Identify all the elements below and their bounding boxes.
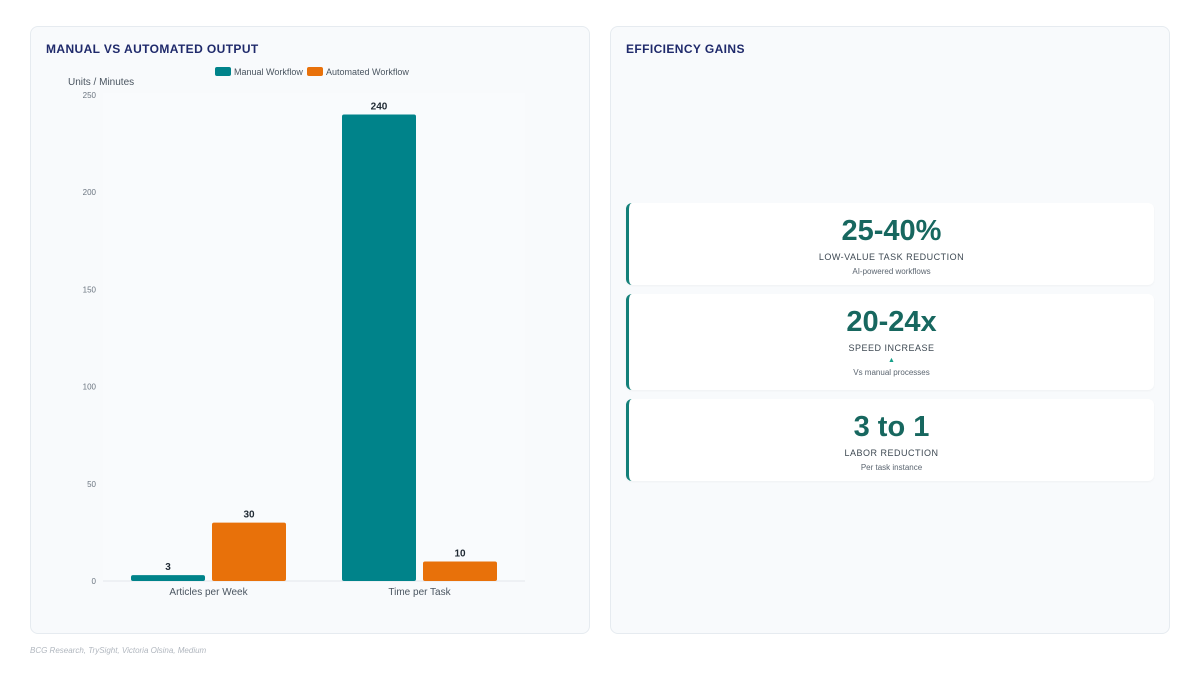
stat-label: LOW-VALUE TASK REDUCTION — [818, 252, 965, 262]
y-tick-label: 250 — [83, 91, 97, 100]
stat-label: SPEED INCREASE — [848, 343, 935, 353]
stat-subtext: AI-powered workflows — [852, 267, 931, 276]
up-arrow-icon: ▲ — [888, 357, 895, 364]
stat-label: LABOR REDUCTION — [844, 448, 939, 458]
stat-value: 25-40% — [841, 215, 942, 247]
legend-label: Manual Workflow — [234, 67, 303, 77]
y-axis-label: Units / Minutes — [68, 77, 134, 88]
y-tick-label: 0 — [92, 577, 97, 586]
chart-panel: MANUAL VS AUTOMATED OUTPUT Units / Minut… — [30, 26, 590, 634]
data-label: 10 — [454, 549, 466, 560]
legend-swatch — [215, 67, 231, 76]
bar-chart: Units / Minutes 0 50 100 150 200 250 Manual Wor… — [68, 67, 525, 598]
legend-label: Automated Workflow — [326, 67, 409, 77]
efficiency-gains-panel: EFFICIENCY GAINS 25-40% LOW-VALUE TASK R… — [610, 26, 1170, 634]
bar — [342, 114, 416, 581]
bar — [131, 575, 205, 581]
stat-value: 20-24x — [846, 306, 937, 338]
y-tick-label: 200 — [83, 188, 97, 197]
stat-card-labor-reduction: 3 to 1 LABOR REDUCTION Per task instance — [626, 399, 1154, 481]
x-tick-label: Articles per Week — [169, 587, 248, 598]
source-footnote: BCG Research, TrySight, Victoria Olsina,… — [30, 646, 207, 655]
stat-card-task-reduction: 25-40% LOW-VALUE TASK REDUCTION AI-power… — [626, 203, 1154, 285]
efficiency-gains-title: EFFICIENCY GAINS — [626, 42, 745, 56]
stat-subtext: Per task instance — [860, 463, 923, 472]
chart-panel-title: MANUAL VS AUTOMATED OUTPUT — [46, 42, 259, 56]
data-label: 30 — [243, 510, 255, 521]
bar — [212, 522, 286, 581]
y-tick-label: 150 — [83, 285, 97, 294]
data-label: 3 — [165, 562, 171, 573]
legend-swatch — [307, 67, 323, 76]
stat-card-speed-increase: 20-24x SPEED INCREASE ▲ Vs manual proces… — [626, 294, 1154, 390]
stat-value: 3 to 1 — [853, 411, 930, 443]
y-tick-label: 100 — [83, 383, 97, 392]
data-label: 240 — [371, 101, 388, 112]
plot-area — [103, 93, 525, 581]
bar — [423, 561, 497, 581]
y-tick-label: 50 — [87, 480, 96, 489]
x-tick-label: Time per Task — [388, 587, 451, 598]
stat-subtext: Vs manual processes — [853, 368, 930, 377]
